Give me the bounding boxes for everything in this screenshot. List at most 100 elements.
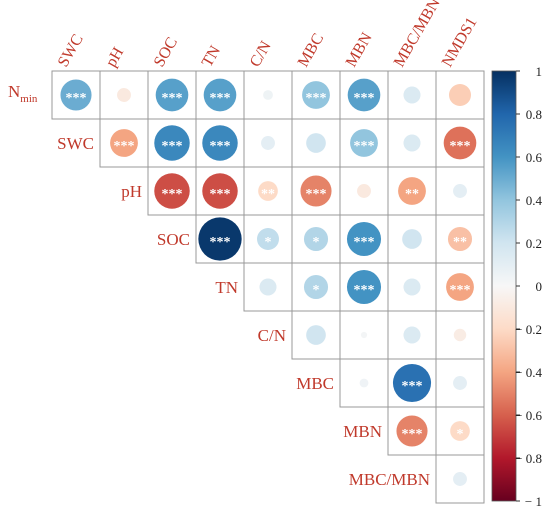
column-label: MBN [343,30,376,70]
correlation-circle [303,226,329,252]
correlation-circle [117,88,131,102]
correlation-circle [258,181,278,201]
column-label: SWC [55,31,87,70]
significance-star-label: ** [453,235,467,250]
colorbar-gradient [491,70,517,502]
row-label: SWC [57,134,94,153]
column-label: SOC [151,35,181,70]
significance-star-label: *** [210,187,231,202]
colorbar-tick-label: 0.2 [526,236,542,251]
correlation-circle [443,126,477,160]
correlation-circle [261,136,275,150]
column-label: NMDS1 [439,15,481,70]
correlation-circle [398,177,426,205]
significance-star-label: ** [261,187,275,202]
correlation-circle [403,326,421,344]
significance-star-label: *** [210,235,231,250]
correlation-circle [446,273,474,301]
significance-star-label: * [313,283,320,298]
correlation-circle [110,129,138,157]
colorbar-tick-label: − 0.4 [515,365,542,380]
row-label: C/N [258,326,286,345]
significance-star-label: * [457,427,464,442]
significance-star-label: *** [306,91,327,106]
correlation-circle [453,184,467,198]
column-label: pH [103,44,128,70]
correlation-circle [302,81,330,109]
correlation-circle [449,84,471,106]
significance-star-label: ** [405,187,419,202]
correlation-circle [450,421,470,441]
correlation-circle [346,221,382,257]
significance-star-label: *** [162,91,183,106]
correlation-circle [154,173,190,209]
correlation-circle [403,134,421,152]
significance-star-label: *** [162,139,183,154]
row-labels: Nmin SWC pH SOC TN C/N MBC MBN MBC/MBN [8,82,430,489]
significance-star-label: *** [306,187,327,202]
significance-star-label: *** [354,235,375,250]
correlation-circle [447,226,473,252]
correlation-circle [198,217,242,261]
correlation-circle [360,331,368,339]
colorbar-tick-label: 0.4 [526,193,543,208]
correlation-circle [306,133,326,153]
correlation-circle [346,269,382,305]
significance-star-label: *** [450,139,471,154]
column-label: MBC [295,31,328,70]
significance-star-label: *** [114,139,135,154]
correlation-circle [453,328,467,342]
correlation-circle [403,86,421,104]
significance-star-label: *** [354,139,375,154]
correlation-circle [203,78,237,112]
row-label: Nmin [8,82,38,105]
significance-star-label: *** [354,91,375,106]
significance-star-label: *** [354,283,375,298]
correlation-circle [202,173,238,209]
significance-stars: *** *** *** *** ****** *** *** *** ****** *** ** **… [66,91,471,442]
correlation-circle [396,415,428,447]
significance-star-label: *** [402,427,423,442]
significance-star-label: * [313,235,320,250]
correlation-circle [303,274,329,300]
correlation-circle [263,90,273,100]
matrix-cell [435,454,485,504]
significance-star-label: * [265,235,272,250]
row-label: MBN [343,422,382,441]
colorbar-tick-label: 0.8 [526,107,542,122]
colorbar-tick-label: − 0.8 [515,451,542,466]
colorbar-tick-label: 1 [536,64,543,79]
colorbar: 1 0.8 0.6 0.4 0.2 0 − 0.2 − 0.4 − 0.6 − 0.8 − 1 [491,64,543,509]
significance-star-label: *** [162,187,183,202]
correlation-circle [350,129,378,157]
correlation-circle [259,278,277,296]
correlation-circle [306,325,326,345]
significance-star-label: *** [210,139,231,154]
correlation-circle [155,78,189,112]
row-label: MBC/MBN [349,470,430,489]
colorbar-tick-label: 0 [536,279,543,294]
column-label: MBC/MBN [391,0,444,70]
correlation-circle [453,376,467,390]
correlation-circle [402,229,422,249]
row-label: pH [121,182,142,201]
correlation-circle [202,125,238,161]
row-label: SOC [157,230,190,249]
correlation-circle [357,184,371,198]
significance-star-label: *** [66,91,87,106]
correlation-circle [257,228,279,250]
significance-star-label: *** [402,379,423,394]
correlation-circle [300,175,332,207]
correlation-circle [347,78,381,112]
correlation-circle [403,278,421,296]
colorbar-tick-label: 0.6 [526,150,543,165]
matrix-grid [51,70,485,504]
column-label: C/N [247,38,275,70]
significance-star-label: *** [210,91,231,106]
significance-star-label: *** [450,283,471,298]
row-label: TN [215,278,238,297]
correlation-circle [154,125,190,161]
colorbar-tick-label: − 1 [525,494,542,509]
